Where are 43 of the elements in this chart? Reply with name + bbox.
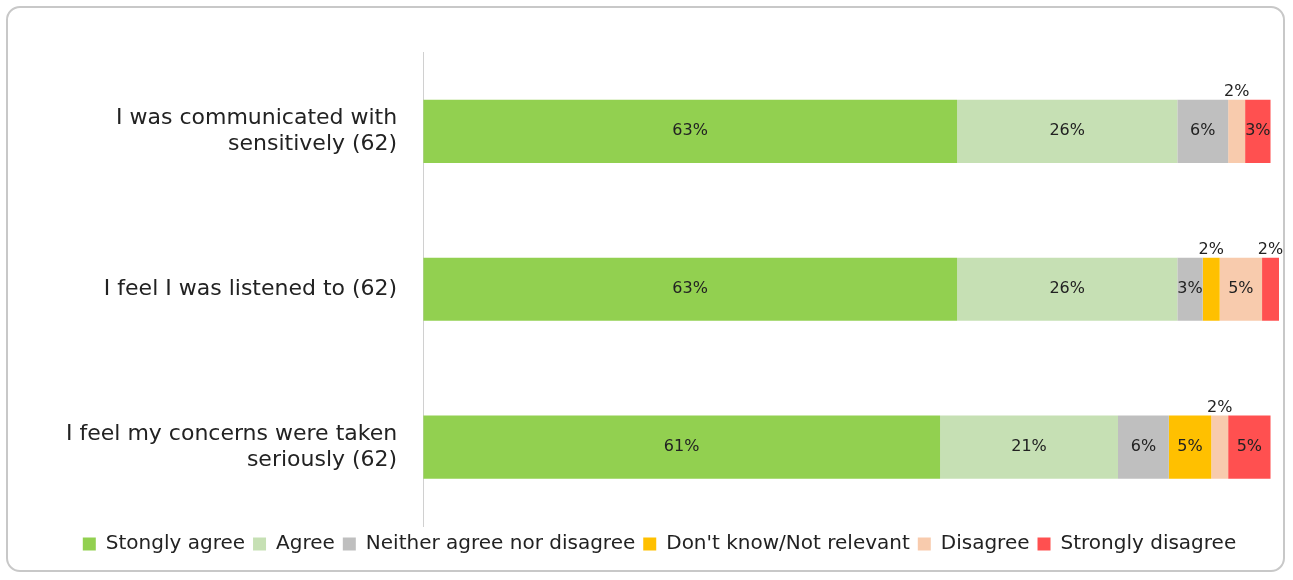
bar bbox=[1219, 257, 1263, 321]
bar bbox=[1177, 99, 1229, 163]
legend-label: Strongly disagree bbox=[1060, 530, 1237, 555]
data-label: 61% bbox=[663, 436, 700, 456]
data-label: 26% bbox=[1049, 120, 1085, 140]
legend-label: Don't know/Not relevant bbox=[666, 530, 910, 555]
legend-label: Disagree bbox=[940, 530, 1030, 555]
data-label: 5% bbox=[1177, 436, 1203, 456]
bar bbox=[940, 415, 1119, 479]
legend-label: Neither agree nor disagree bbox=[365, 530, 636, 555]
bar bbox=[1118, 415, 1169, 479]
data-label: 21% bbox=[1011, 436, 1047, 456]
bar bbox=[423, 257, 958, 321]
y-tick-label: I feel my concerns were taken seriously (62) bbox=[65, 419, 398, 471]
bar bbox=[1228, 415, 1271, 479]
bar bbox=[423, 415, 941, 479]
y-tick-label: I was communicated with sensitively (62) bbox=[115, 103, 398, 156]
data-label: 2% bbox=[1223, 80, 1250, 100]
data-label: 26% bbox=[1049, 278, 1085, 298]
legend-label: Agree bbox=[276, 530, 335, 555]
data-label: 6% bbox=[1130, 436, 1157, 456]
y-tick-label: I feel I was listened to (62) bbox=[103, 274, 398, 300]
data-label: 63% bbox=[672, 120, 708, 140]
data-label: 5% bbox=[1228, 278, 1254, 298]
bar bbox=[423, 99, 958, 163]
data-label: 63% bbox=[672, 278, 708, 298]
data-label: 2% bbox=[1198, 238, 1224, 258]
bar bbox=[1202, 257, 1220, 321]
bar bbox=[1177, 257, 1203, 321]
data-label: 3% bbox=[1177, 278, 1203, 298]
bar bbox=[957, 257, 1178, 321]
bar bbox=[957, 99, 1178, 163]
data-label: 6% bbox=[1190, 120, 1216, 140]
bar bbox=[1211, 415, 1229, 479]
bar bbox=[1245, 99, 1271, 163]
bar bbox=[1262, 257, 1279, 321]
bar bbox=[1228, 99, 1246, 163]
bar bbox=[1168, 415, 1212, 479]
data-label: 3% bbox=[1245, 120, 1271, 140]
legend-label: Stongly agree bbox=[105, 530, 246, 555]
data-label: 5% bbox=[1236, 436, 1263, 456]
data-label: 2% bbox=[1257, 238, 1284, 258]
data-label: 2% bbox=[1206, 396, 1233, 416]
